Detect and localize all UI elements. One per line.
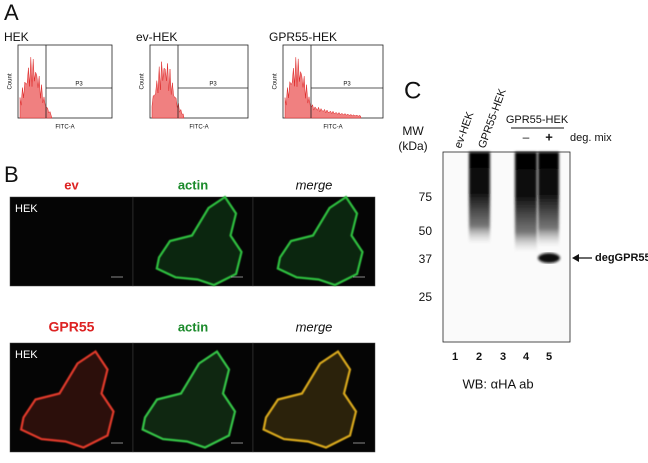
treatment: + [545, 129, 553, 144]
mw-marker: 25 [419, 290, 433, 304]
panel-label: C [404, 77, 421, 104]
group-label: GPR55-HEK [506, 114, 569, 126]
plot-frame [149, 44, 249, 119]
blot-smear [515, 152, 537, 252]
gate-label: P3 [209, 82, 217, 88]
y-axis-label: Count [273, 73, 279, 89]
band-label: degGPR55 [595, 252, 648, 264]
treatment-label: deg. mix [570, 132, 612, 144]
blot-smear [469, 152, 490, 244]
cell [262, 349, 358, 449]
channel-label: ev [64, 177, 79, 192]
cell-line-label: HEK [15, 203, 38, 215]
lane-number: 4 [523, 351, 530, 363]
channel-label: merge [296, 319, 333, 334]
cell [141, 349, 237, 449]
treatment: – [523, 130, 530, 144]
arrow-head [572, 254, 579, 262]
histogram [151, 61, 185, 119]
cell [155, 195, 243, 287]
lane-header: ev-HEK [452, 110, 476, 150]
mw-marker: 75 [419, 190, 433, 204]
plot-title: ev-HEK [136, 30, 177, 44]
cell-line-label: HEK [15, 349, 38, 361]
blot-smear [538, 152, 559, 247]
channel-label: GPR55 [49, 319, 95, 335]
gate-label: P3 [343, 82, 351, 88]
lane-number: 3 [500, 351, 506, 363]
panel-label: A [4, 0, 19, 25]
mw-label: MW [402, 124, 424, 138]
lane-number: 1 [452, 351, 458, 363]
cell [276, 195, 364, 287]
plot-title: GPR55-HEK [269, 30, 337, 44]
micrograph [9, 196, 134, 287]
x-axis-label: FITC-A [189, 125, 208, 131]
lane-number: 5 [546, 351, 552, 363]
y-axis-label: Count [8, 73, 14, 89]
gate-label: P3 [75, 82, 83, 88]
plot-title: HEK [4, 30, 29, 44]
channel-label: actin [178, 319, 208, 334]
mw-marker: 37 [419, 252, 433, 266]
lane-header: GPR55-HEK [476, 87, 509, 150]
histogram [19, 57, 53, 119]
mw-marker: 50 [419, 224, 433, 238]
y-axis-label: Count [140, 73, 146, 89]
panel-label: B [4, 162, 19, 187]
blot-band [538, 253, 560, 263]
x-axis-label: FITC-A [55, 125, 74, 131]
x-axis-label: FITC-A [323, 125, 342, 131]
mw-label: (kDa) [398, 139, 427, 153]
channel-label: actin [178, 177, 208, 192]
lane-number: 2 [476, 351, 482, 363]
footer: WB: αHA ab [462, 376, 533, 391]
plot-frame [17, 44, 113, 119]
histogram [284, 57, 362, 119]
channel-label: merge [296, 177, 333, 192]
cell [19, 349, 115, 449]
